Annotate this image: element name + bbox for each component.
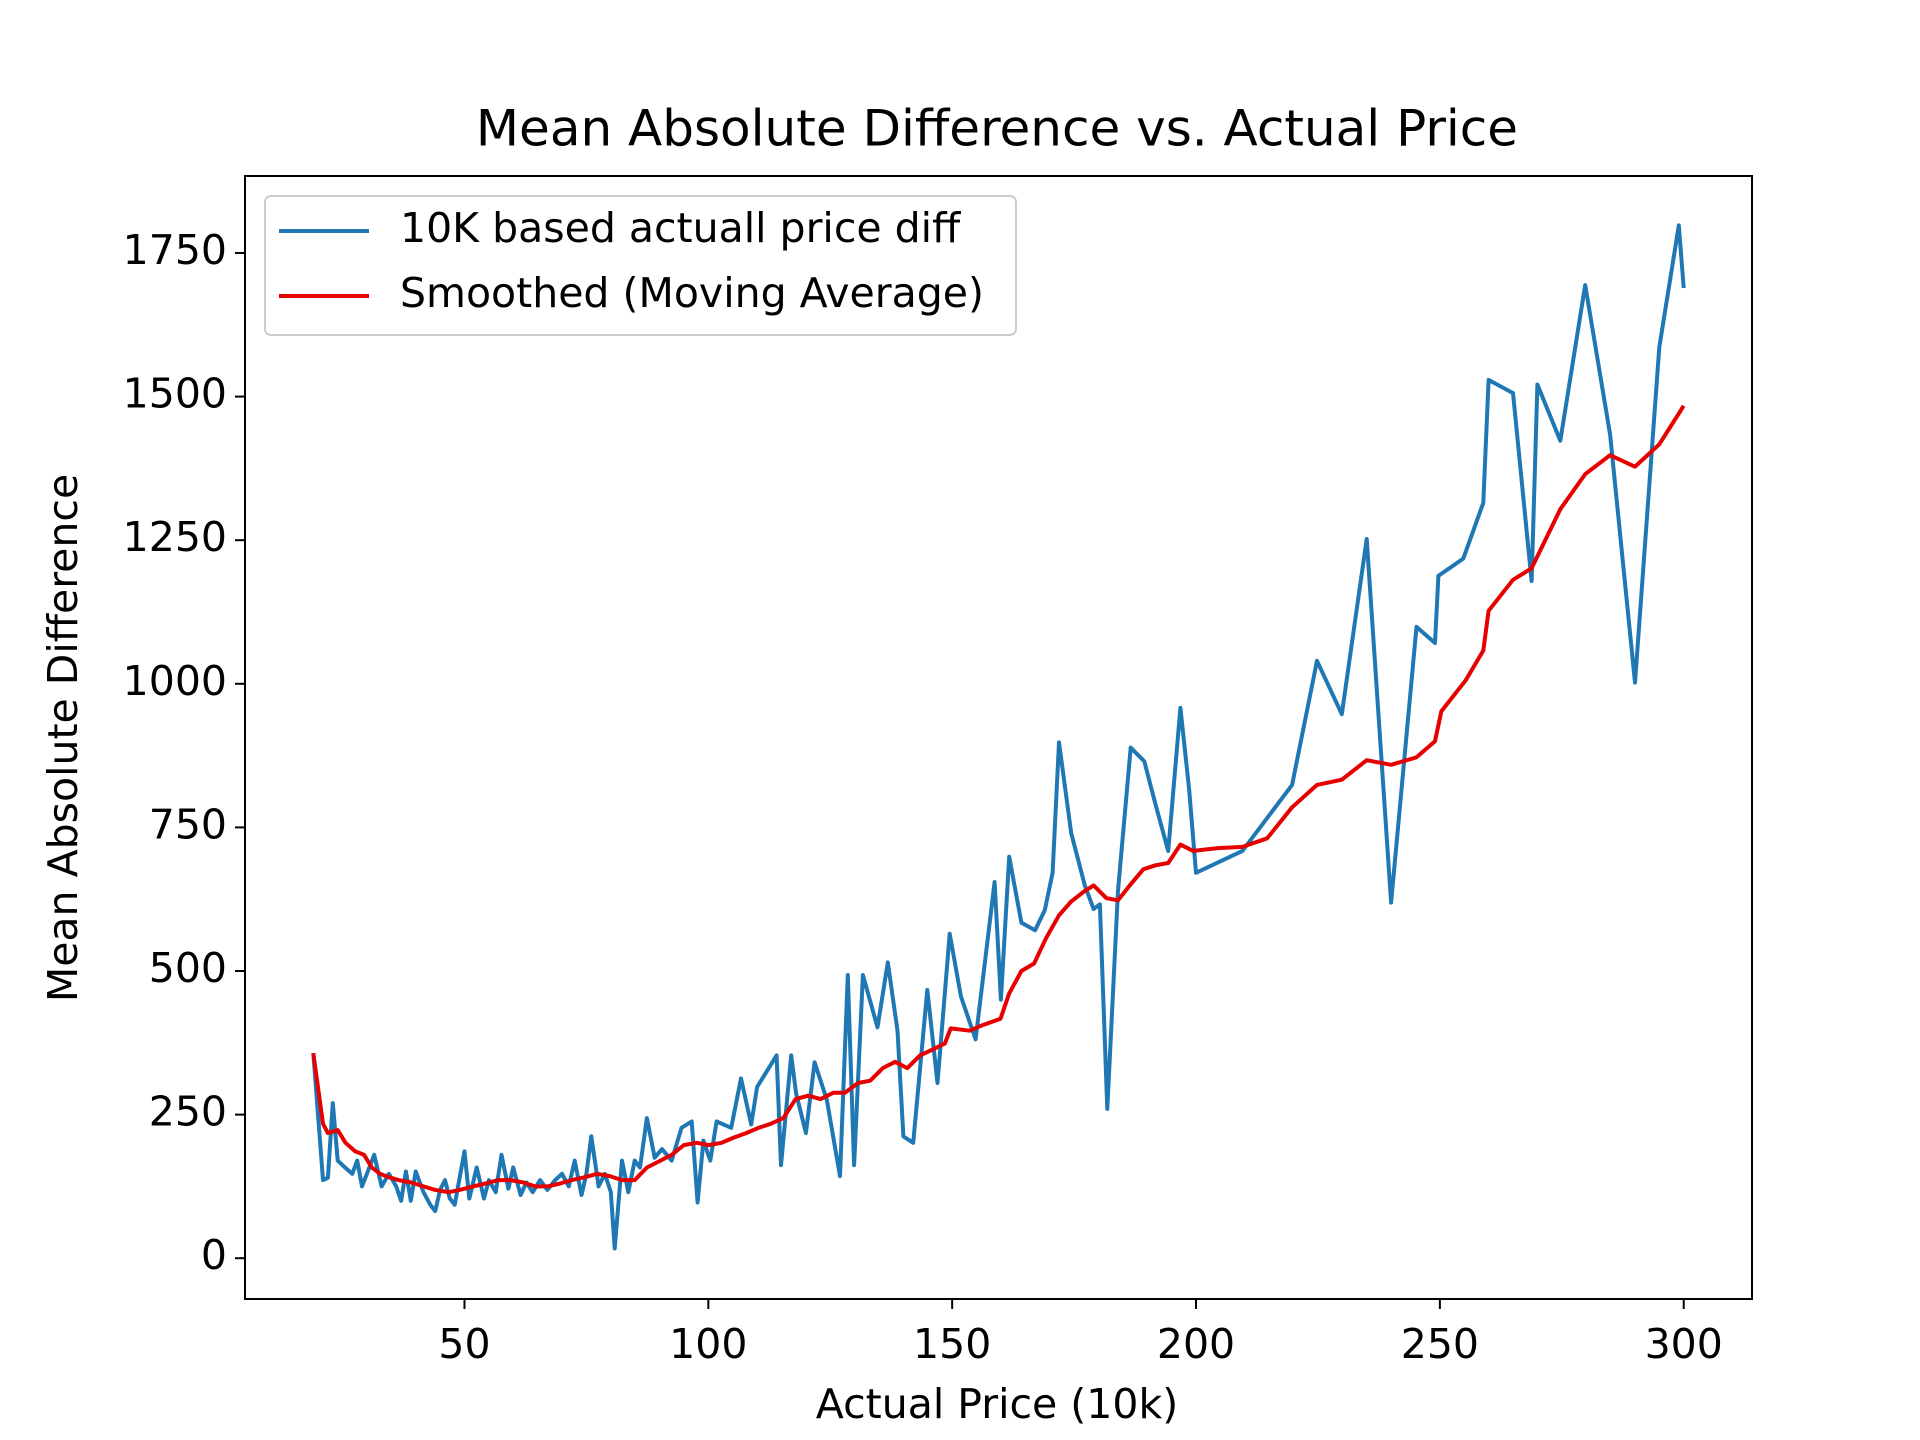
y-tick-label: 1250: [123, 513, 227, 561]
legend-box: [264, 195, 1017, 336]
x-tick-label: 150: [913, 1320, 991, 1368]
y-tick-label: 500: [149, 944, 227, 992]
y-axis-label: Mean Absolute Difference: [39, 474, 87, 1002]
x-tick-label: 300: [1645, 1320, 1723, 1368]
legend-label: Smoothed (Moving Average): [400, 269, 984, 317]
plot-frame: [244, 175, 1753, 1300]
y-tick-label: 1000: [123, 657, 227, 705]
x-tick-label: 250: [1401, 1320, 1479, 1368]
y-tick-label: 1750: [123, 226, 227, 274]
data-line: [311, 404, 1686, 1195]
y-tick-label: 750: [149, 800, 227, 848]
x-tick-label: 100: [669, 1320, 747, 1368]
legend-label: 10K based actuall price diff: [400, 204, 962, 252]
chart-title: Mean Absolute Difference vs. Actual Pric…: [476, 100, 1518, 158]
y-tick-label: 250: [149, 1088, 227, 1136]
y-tick-label: 1500: [123, 370, 227, 418]
x-tick-label: 200: [1157, 1320, 1235, 1368]
y-tick-label: 0: [201, 1231, 227, 1279]
x-tick-label: 50: [438, 1320, 490, 1368]
data-line: [311, 223, 1686, 1251]
x-axis-label: Actual Price (10k): [816, 1380, 1178, 1428]
